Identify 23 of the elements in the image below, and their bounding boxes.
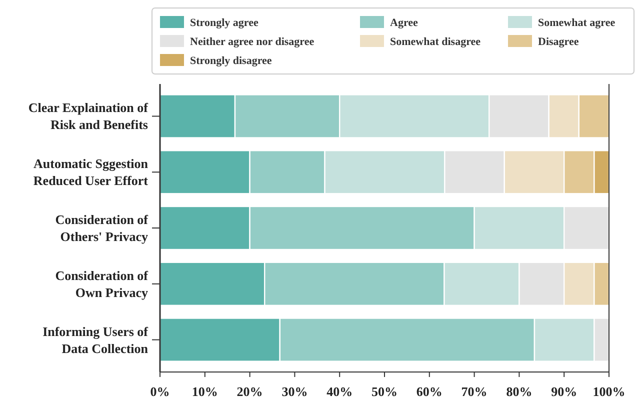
- x-tick-label: 0%: [150, 384, 170, 399]
- x-tick-label: 40%: [326, 384, 353, 399]
- y-tick-label: Consideration of Own Privacy: [55, 268, 149, 300]
- x-tick-label: 60%: [416, 384, 442, 399]
- legend-label: Agree: [390, 17, 418, 29]
- y-tick-label: Consideration of Others' Privacy: [55, 212, 149, 244]
- legend-label: Somewhat disagree: [390, 36, 481, 48]
- y-tick-label: Automatic Sggestion Reduced User Effort: [33, 156, 149, 188]
- x-tick-label: 50%: [372, 384, 398, 399]
- x-tick-label: 20%: [236, 384, 263, 399]
- y-tick-label: Clear Explaination of Risk and Benefits: [28, 100, 149, 132]
- x-tick-label: 90%: [551, 384, 578, 399]
- legend-label: Strongly agree: [190, 17, 258, 29]
- legend-label: Disagree: [538, 36, 579, 48]
- x-tick-label: 70%: [461, 384, 488, 399]
- y-tick-label: Informing Users of Data Collection: [42, 324, 149, 356]
- legend-label: Neither agree nor disagree: [190, 36, 314, 48]
- x-tick-label: 80%: [506, 384, 532, 399]
- legend-label: Strongly disagree: [190, 55, 272, 67]
- x-tick-label: 100%: [592, 384, 626, 399]
- x-tick-label: 10%: [192, 384, 218, 399]
- legend-label: Somewhat agree: [538, 17, 616, 29]
- x-tick-label: 30%: [282, 384, 308, 399]
